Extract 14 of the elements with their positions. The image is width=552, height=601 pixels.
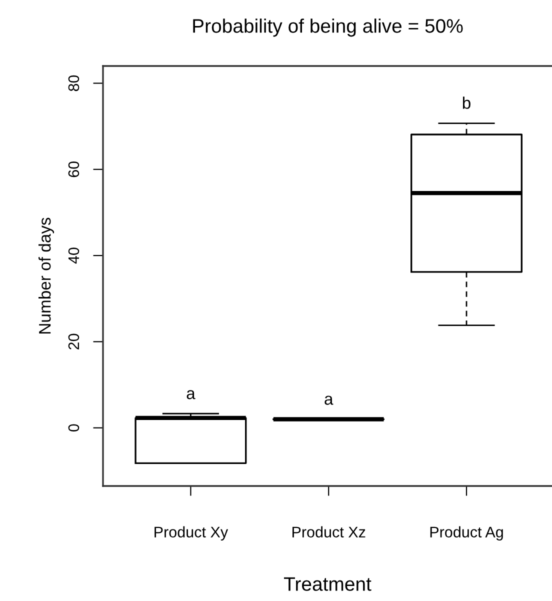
y-axis-title: Number of days — [38, 218, 54, 334]
x-axis-title: Treatment — [284, 577, 372, 591]
y-tick-label: 20 — [68, 334, 80, 350]
x-tick-label: Product Xz — [292, 526, 366, 538]
annotation: a — [324, 396, 334, 405]
chart-title: Probability of being alive = 50% — [193, 18, 463, 37]
x-tick-label: Product Ag — [430, 526, 503, 541]
y-tick-label: 80 — [68, 75, 80, 92]
annotation: b — [462, 96, 470, 109]
y-tick-label: 0 — [68, 424, 80, 432]
annotation: a — [186, 390, 196, 400]
y-tick-label: 60 — [68, 161, 80, 178]
x-tick-label: Product Xy — [154, 526, 228, 541]
y-tick-label: 40 — [68, 248, 80, 264]
